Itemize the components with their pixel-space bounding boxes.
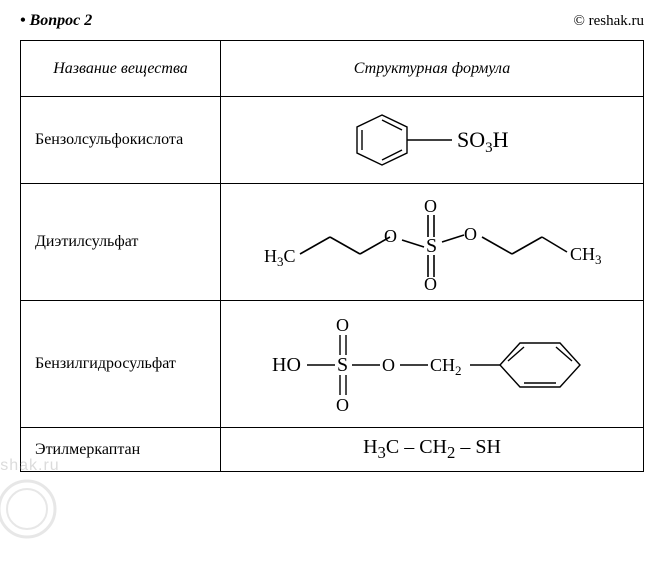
substance-name: Бензилгидросульфат [21,301,221,428]
benzene-sulfonic-structure: SO3H [322,105,542,175]
diethyl-sulfate-structure: O S O O O H3C CH3 [242,192,622,292]
column-formula-header: Структурная формула [221,41,644,97]
svg-text:S: S [337,354,348,376]
substance-formula: H3C – CH2 – SH [221,428,644,472]
svg-text:HO: HO [272,354,301,376]
column-name-header: Название вещества [21,41,221,97]
table-header-row: Название вещества Структурная формула [21,41,644,97]
svg-text:H3C: H3C [264,246,296,269]
chemistry-table: Название вещества Структурная формула Бе… [20,40,644,472]
ethyl-mercaptan-formula: H3C – CH2 – SH [231,436,633,463]
substance-name: Этилмеркаптан [21,428,221,472]
svg-text:O: O [336,395,349,415]
svg-text:O: O [382,355,395,375]
substance-formula: SO3H [221,97,644,184]
copyright-label: © reshak.ru [573,13,644,30]
svg-text:O: O [424,274,437,292]
table-row: Этилмеркаптан H3C – CH2 – SH [21,428,644,472]
svg-text:CH3: CH3 [570,244,602,267]
table-row: Бензилгидросульфат HO S O O O CH2 [21,301,644,428]
question-label: • Вопрос 2 [20,12,92,30]
svg-text:SO3H: SO3H [457,127,509,156]
substance-formula: HO S O O O CH2 [221,301,644,428]
substance-formula: O S O O O H3C CH3 [221,184,644,301]
svg-text:O: O [424,196,437,216]
svg-text:S: S [426,235,437,257]
substance-name: Бензолсульфокислота [21,97,221,184]
substance-name: Диэтилсульфат [21,184,221,301]
svg-text:CH2: CH2 [430,355,462,378]
table-row: Бензолсульфокислота SO3H [21,97,644,184]
benzyl-hydrosulfate-structure: HO S O O O CH2 [242,309,622,419]
svg-text:O: O [336,315,349,335]
svg-text:O: O [464,224,477,244]
table-row: Диэтилсульфат O S O O [21,184,644,301]
svg-text:O: O [384,226,397,246]
